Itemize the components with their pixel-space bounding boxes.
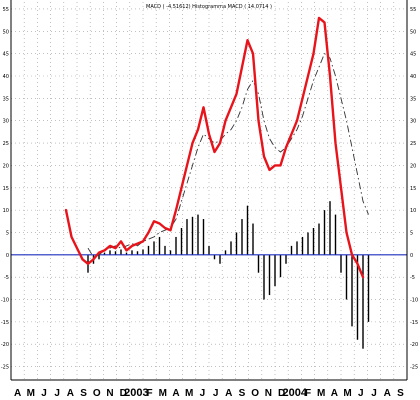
y-tick-label-left: 40 <box>3 74 9 80</box>
x-tick-month-label: M <box>317 388 325 399</box>
y-tick-label-left: 30 <box>3 119 9 125</box>
x-tick-month-label: J <box>41 388 47 399</box>
y-tick-label-right: 55 <box>410 7 416 13</box>
y-tick-label-left: 50 <box>3 29 9 35</box>
x-tick-month-label: D <box>120 388 127 399</box>
macd-line <box>64 16 365 279</box>
y-tick-label-left: 5 <box>6 230 9 236</box>
y-tick-label-right: -20 <box>410 342 418 348</box>
chart-title: MACD ( -4.51612) Histogramma MACD ( 14.0… <box>146 4 272 10</box>
y-tick-label-right: 50 <box>410 29 416 35</box>
x-tick-month-label: A <box>225 388 232 399</box>
y-tick-label-right: 5 <box>410 230 413 236</box>
x-tick-month-label: N <box>106 388 113 399</box>
x-tick-month-label: F <box>147 388 153 399</box>
x-tick-month-label: M <box>343 388 351 399</box>
x-tick-month-label: S <box>397 388 404 399</box>
y-tick-label-left: 15 <box>3 186 9 192</box>
x-tick-month-label: F <box>305 388 311 399</box>
series-lines <box>64 16 369 279</box>
y-tick-label-right: 15 <box>410 186 416 192</box>
x-tick-month-label: O <box>251 388 259 399</box>
y-tick-label-left: 35 <box>3 96 9 102</box>
y-tick-label-right: 10 <box>410 208 416 214</box>
x-tick-month-label: N <box>265 388 272 399</box>
y-tick-label-right: 45 <box>410 52 416 58</box>
x-tick-month-label: J <box>200 388 206 399</box>
x-tick-month-label: M <box>27 388 35 399</box>
x-tick-month-label: A <box>331 388 338 399</box>
x-tick-month-label: J <box>371 388 377 399</box>
x-tick-month-label: J <box>358 388 364 399</box>
y-tick-label-left: 0 <box>6 253 9 259</box>
x-tick-month-label: M <box>185 388 193 399</box>
y-tick-label-right: 30 <box>410 119 416 125</box>
x-tick-month-label: A <box>14 388 21 399</box>
y-tick-label-left: -5 <box>4 275 9 281</box>
y-tick-label-right: 20 <box>410 163 416 169</box>
signal-line <box>87 52 369 258</box>
y-tick-label-left: -20 <box>1 342 9 348</box>
y-tick-label-right: -10 <box>410 298 418 304</box>
x-tick-month-label: M <box>159 388 167 399</box>
y-tick-label-right: -25 <box>410 365 418 371</box>
y-tick-label-left: -10 <box>1 298 9 304</box>
y-tick-label-left: 25 <box>3 141 9 147</box>
x-tick-month-label: J <box>213 388 219 399</box>
y-tick-label-left: -15 <box>1 320 9 326</box>
y-tick-label-right: -15 <box>410 320 418 326</box>
y-tick-label-left: 20 <box>3 163 9 169</box>
x-tick-year-label: 2003 <box>124 387 148 399</box>
y-tick-label-right: -5 <box>410 275 415 281</box>
y-tick-label-left: 45 <box>3 52 9 58</box>
x-tick-month-label: A <box>172 388 179 399</box>
y-tick-label-right: 35 <box>410 96 416 102</box>
x-tick-month-label: D <box>278 388 285 399</box>
x-tick-month-label: J <box>54 388 60 399</box>
x-tick-month-label: S <box>80 388 87 399</box>
x-tick-year-label: 2004 <box>283 387 308 399</box>
y-tick-label-right: 0 <box>410 253 413 259</box>
x-tick-month-label: A <box>384 388 391 399</box>
x-tick-month-label: A <box>67 388 74 399</box>
y-tick-label-left: -25 <box>1 365 9 371</box>
x-tick-month-label: O <box>93 388 101 399</box>
y-tick-label-left: 10 <box>3 208 9 214</box>
y-tick-label-right: 25 <box>410 141 416 147</box>
y-tick-label-right: 40 <box>410 74 416 80</box>
x-tick-month-label: S <box>239 388 246 399</box>
axes <box>10 0 408 381</box>
histogram-bars <box>87 201 370 349</box>
y-tick-label-left: 55 <box>3 7 9 13</box>
